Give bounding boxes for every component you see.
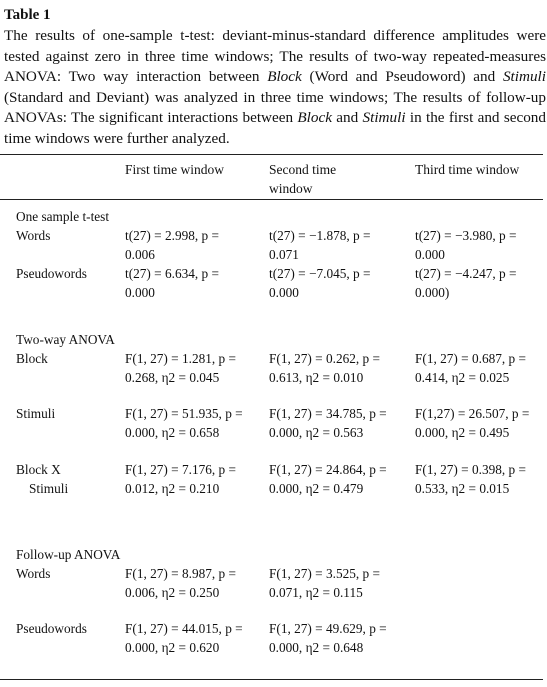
row-label-block-x: Block X — [16, 462, 61, 477]
caption-italic: Block — [297, 109, 332, 126]
caption-italic: Stimuli — [362, 109, 406, 126]
section-ttest: One sample t-test — [16, 209, 110, 224]
bottom-rule — [0, 679, 543, 680]
cell-stimuli-second: F(1, 27) = 34.785, p = 0.000, η2 = 0.563 — [269, 406, 387, 440]
cell-words-third: t(27) = −3.980, p = 0.000 — [415, 228, 517, 262]
row-label-stimuli-indent: Stimuli — [29, 481, 69, 496]
cell-block-third: F(1, 27) = 0.687, p = 0.414, η2 = 0.025 — [415, 351, 527, 385]
caption-italic: Block — [267, 68, 302, 85]
cell-followup-words-second: F(1, 27) = 3.525, p = 0.071, η2 = 0.115 — [269, 566, 381, 600]
row-label-stimuli: Stimuli — [16, 406, 56, 421]
caption-text: The results of one-sample t-test: devian… — [4, 27, 546, 85]
row-label-followup-words: Words — [16, 566, 51, 581]
cell-interaction-second: F(1, 27) = 24.864, p = 0.000, η2 = 0.479 — [269, 462, 387, 496]
column-header-third: Third time window — [415, 162, 520, 177]
top-rule — [0, 154, 543, 155]
section-followup: Follow-up ANOVA — [16, 547, 121, 562]
caption-italic: Stimuli — [502, 68, 546, 85]
header-rule — [0, 199, 543, 200]
cell-stimuli-third: F(1,27) = 26.507, p = 0.000, η2 = 0.495 — [415, 406, 530, 440]
column-header-first: First time window — [125, 162, 225, 177]
cell-followup-pseudowords-first: F(1, 27) = 44.015, p = 0.000, η2 = 0.620 — [125, 621, 243, 655]
caption-text: (Word and Pseudoword) and — [301, 68, 503, 85]
cell-words-first: t(27) = 2.998, p = 0.006 — [125, 228, 220, 262]
table-title: Table 1 — [4, 7, 51, 23]
column-header-second: Second time window — [269, 162, 337, 196]
row-label-pseudowords: Pseudowords — [16, 266, 87, 281]
row-label-block: Block — [16, 351, 48, 366]
row-label-followup-pseudowords: Pseudowords — [16, 621, 87, 636]
row-label-words: Words — [16, 228, 51, 243]
cell-pseudowords-third: t(27) = −4.247, p = 0.000) — [415, 266, 517, 300]
caption-text: and — [331, 109, 363, 126]
cell-words-second: t(27) = −1.878, p = 0.071 — [269, 228, 371, 262]
table-page: Table 1 The results of one-sample t-test… — [4, 0, 547, 149]
cell-block-first: F(1, 27) = 1.281, p = 0.268, η2 = 0.045 — [125, 351, 237, 385]
caption-text: in the first and second time windows wer… — [4, 109, 546, 147]
cell-stimuli-first: F(1, 27) = 51.935, p = 0.000, η2 = 0.658 — [125, 406, 243, 440]
cell-pseudowords-first: t(27) = 6.634, p = 0.000 — [125, 266, 220, 300]
cell-followup-words-first: F(1, 27) = 8.987, p = 0.006, η2 = 0.250 — [125, 566, 237, 600]
section-anova: Two-way ANOVA — [16, 332, 115, 347]
table-caption: The results of one-sample t-test: devian… — [4, 26, 546, 149]
cell-interaction-first: F(1, 27) = 7.176, p = 0.012, η2 = 0.210 — [125, 462, 237, 496]
cell-pseudowords-second: t(27) = −7.045, p = 0.000 — [269, 266, 371, 300]
cell-followup-pseudowords-second: F(1, 27) = 49.629, p = 0.000, η2 = 0.648 — [269, 621, 387, 655]
cell-interaction-third: F(1, 27) = 0.398, p = 0.533, η2 = 0.015 — [415, 462, 527, 496]
cell-block-second: F(1, 27) = 0.262, p = 0.613, η2 = 0.010 — [269, 351, 381, 385]
caption-text: (Standard and Deviant) was analyzed in t… — [4, 88, 546, 127]
